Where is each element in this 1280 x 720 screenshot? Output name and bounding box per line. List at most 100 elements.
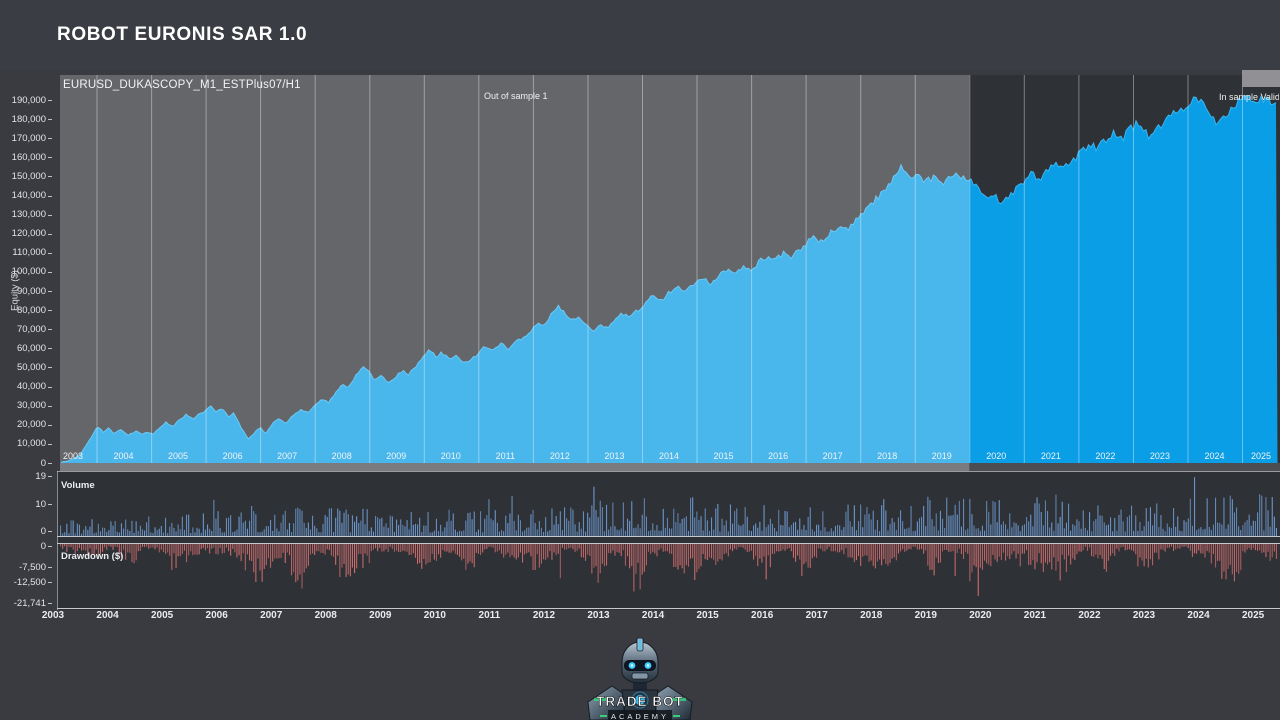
time-axis-year-label: 2013: [587, 610, 610, 621]
equity-tick-mark: [48, 367, 52, 369]
equity-tick-label: 140,000: [11, 190, 46, 202]
equity-tick-label: 170,000: [11, 132, 46, 144]
equity-year-label: 2016: [768, 451, 789, 461]
equity-tick-mark: [48, 443, 52, 445]
time-axis-year-label: 2007: [260, 610, 283, 621]
drawdown-tick-label: -7,500: [19, 561, 46, 573]
header: ROBOT EURONIS SAR 1.0: [0, 0, 1280, 70]
equity-year-label: 2007: [277, 451, 298, 461]
equity-tick-label: 180,000: [11, 113, 46, 125]
equity-tick-label: 110,000: [12, 247, 46, 259]
equity-tick-label: 100,000: [11, 266, 46, 278]
drawdown-tick-mark: [48, 582, 52, 583]
page-title: ROBOT EURONIS SAR 1.0: [57, 24, 308, 45]
equity-tick-mark: [48, 424, 52, 426]
equity-tick-mark: [48, 195, 52, 197]
time-axis-year-label: 2020: [969, 610, 992, 621]
time-axis-year-label: 2019: [914, 610, 937, 621]
time-axis-year-label: 2012: [532, 610, 556, 621]
drawdown-chart[interactable]: [57, 538, 1280, 610]
equity-axis-title: Equity ($): [9, 270, 21, 311]
equity-year-label: 2017: [822, 451, 843, 461]
time-axis-year-label: 2010: [423, 610, 446, 621]
equity-tick-label: 190,000: [11, 94, 46, 106]
volume-tick-mark: [48, 504, 52, 505]
equity-year-label: 2018: [877, 451, 898, 461]
equity-tick-label: 150,000: [11, 170, 46, 182]
time-axis-year-label: 2018: [860, 610, 883, 621]
equity-year-label: 2011: [495, 451, 516, 461]
equity-tick-label: 20,000: [16, 419, 46, 431]
equity-tick-mark: [48, 310, 52, 312]
drawdown-tick-label: -12,500: [13, 576, 46, 588]
drawdown-label: Drawdown ($): [61, 551, 124, 562]
equity-year-label: 2013: [604, 451, 625, 461]
equity-year-label: 2022: [1095, 451, 1116, 461]
logo-accent-right: [672, 698, 686, 701]
time-axis-year-label: 2003: [41, 610, 65, 621]
equity-year-label: 2003: [62, 451, 84, 461]
equity-tick-mark: [48, 233, 52, 235]
equity-year-label: 2020: [986, 451, 1007, 461]
time-axis-year-label: 2006: [205, 610, 228, 621]
brand-logo: TRADE BOT ACADEMY: [578, 636, 702, 720]
equity-tick-mark: [48, 329, 52, 331]
equity-tick-mark: [48, 252, 52, 254]
equity-tick-mark: [48, 463, 52, 464]
equity-year-label: 2009: [386, 451, 407, 461]
time-axis-year-label: 2004: [96, 610, 119, 621]
equity-tick-label: 90,000: [16, 285, 46, 297]
time-axis-year-label: 2023: [1132, 610, 1156, 621]
volume-chart[interactable]: [57, 471, 1280, 538]
equity-tick-label: 40,000: [16, 381, 46, 393]
drawdown-tick-mark: [48, 567, 52, 568]
in-sample-region-label: In sample Valida: [1219, 92, 1279, 102]
volume-label: Volume: [61, 480, 95, 491]
equity-tick-label: 60,000: [16, 342, 46, 354]
equity-tick-label: 0: [40, 457, 46, 469]
volume-tick-mark: [48, 476, 52, 477]
time-axis-year-label: 2017: [805, 610, 828, 621]
equity-tick-mark: [48, 100, 52, 101]
volume-tick-label: 10: [35, 498, 46, 510]
equity-tick-mark: [48, 214, 52, 216]
equity-tick-label: 70,000: [16, 323, 46, 335]
time-axis-year-label: 2016: [751, 610, 774, 621]
equity-year-label: 2015: [713, 451, 734, 461]
robot-logo-icon: TRADE BOT ACADEMY: [587, 637, 693, 720]
instrument-label: EURUSD_DUKASCOPY_M1_ESTPlus07/H1: [63, 79, 301, 91]
volume-tick-mark: [48, 531, 52, 532]
volume-tick-label: 19: [35, 470, 46, 482]
volume-tick-label: 0: [40, 525, 46, 537]
equity-tick-label: 30,000: [16, 400, 46, 412]
equity-year-label: 2024: [1204, 451, 1225, 461]
logo-wordmark: TRADE BOT: [596, 694, 684, 709]
equity-tick-label: 160,000: [11, 151, 46, 163]
equity-year-label: 2023: [1149, 451, 1170, 461]
equity-tick-mark: [48, 176, 52, 178]
equity-tick-label: 120,000: [11, 228, 46, 240]
drawdown-tick-mark: [48, 546, 52, 547]
equity-tick-mark: [48, 405, 52, 407]
equity-chart[interactable]: [60, 75, 1280, 471]
equity-year-label: 2021: [1040, 451, 1061, 461]
equity-year-label: 2012: [549, 451, 570, 461]
equity-tick-mark: [48, 291, 52, 293]
logo-subtitle: ACADEMY: [611, 712, 669, 720]
equity-year-label: 2014: [658, 451, 680, 461]
equity-year-label: 2006: [222, 451, 243, 461]
equity-tick-label: 80,000: [16, 304, 46, 316]
time-axis-year-label: 2014: [641, 610, 665, 621]
equity-tick-mark: [48, 138, 52, 140]
equity-year-label: 2010: [440, 451, 461, 461]
time-axis-year-label: 2008: [314, 610, 337, 621]
equity-tick-mark: [48, 348, 52, 350]
logo-accent-left: [594, 698, 608, 701]
drawdown-tick-label: -21,741: [13, 597, 46, 609]
equity-tick-mark: [48, 386, 52, 388]
equity-tick-mark: [48, 119, 52, 121]
equity-tick-mark: [48, 157, 52, 159]
time-axis-year-label: 2005: [150, 610, 174, 621]
equity-tick-mark: [48, 271, 52, 273]
equity-tick-label: 130,000: [11, 209, 46, 221]
